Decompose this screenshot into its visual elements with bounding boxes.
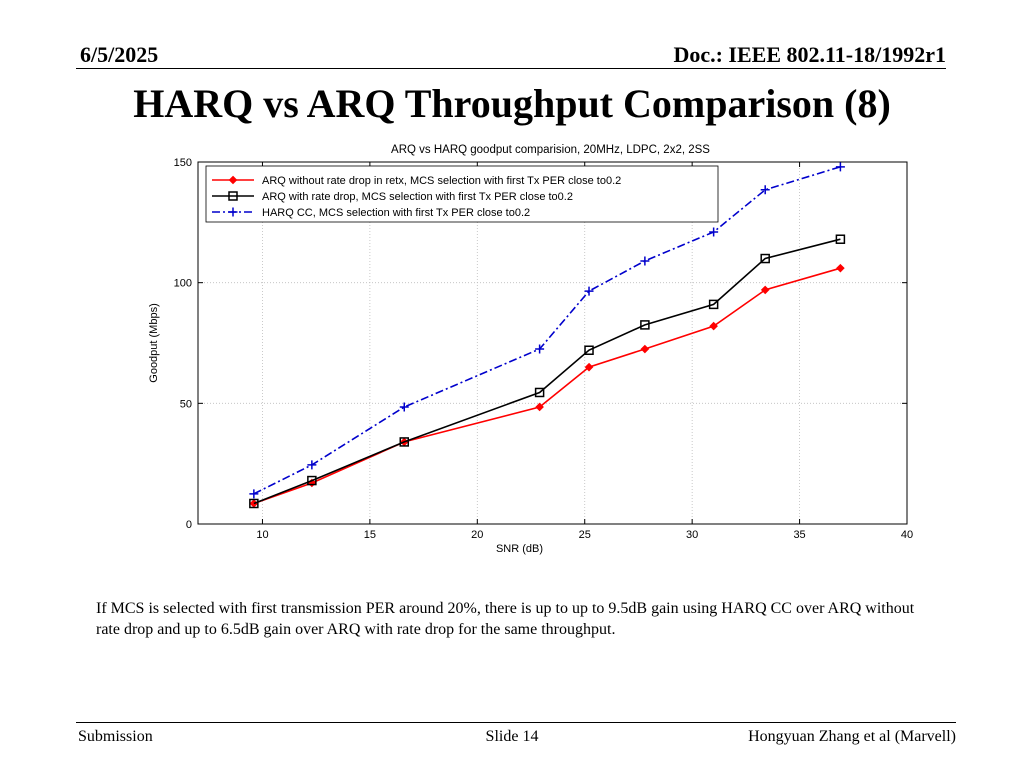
x-tick-label: 15 — [364, 529, 376, 541]
series-2-point — [307, 475, 317, 486]
series-1-point — [640, 344, 650, 354]
series-2-point — [835, 234, 846, 244]
y-tick-label: 100 — [174, 278, 192, 290]
legend-marker-2 — [228, 191, 238, 201]
series-2-point — [760, 253, 770, 264]
x-tick-label: 40 — [901, 529, 913, 541]
series-1-point — [584, 362, 594, 372]
series-1-point — [760, 285, 770, 295]
body-text: If MCS is selected with first transmissi… — [96, 600, 915, 638]
chart-title: ARQ vs HARQ goodput comparision, 20MHz, … — [391, 144, 710, 156]
y-tick-label: 150 — [174, 157, 192, 169]
slide-title: HARQ vs ARQ Throughput Comparison (8) — [133, 81, 891, 126]
legend-label-1: ARQ without rate drop in retx, MCS selec… — [262, 175, 621, 187]
series-2-point — [708, 299, 719, 310]
series-3-point — [535, 344, 545, 354]
x-tick-label: 10 — [256, 529, 268, 541]
series-2-point — [640, 320, 650, 330]
series-3-point — [835, 162, 845, 172]
series-3-point — [249, 489, 259, 499]
series-3-point — [709, 227, 719, 237]
series-3-point — [399, 402, 409, 412]
legend-box — [205, 165, 719, 223]
series-2-point — [249, 498, 259, 509]
header-rule — [76, 68, 946, 69]
legend-label-2: ARQ with rate drop, MCS selection with f… — [262, 191, 573, 203]
plot-frame — [197, 161, 908, 525]
series-3-point — [584, 286, 594, 296]
x-tick-label: 20 — [471, 529, 483, 541]
legend-label-3: HARQ CC, MCS selection with first Tx PER… — [262, 207, 530, 219]
series-2-point — [584, 345, 594, 355]
legend-marker-3 — [228, 207, 238, 217]
y-tick-label: 50 — [180, 398, 192, 410]
header-date: 6/5/2025 — [80, 42, 159, 67]
goodput-chart: 10 15 20 25 30 35 40 0 50 100 150 ARQ vs HARQ goodp… — [148, 144, 913, 555]
series-2-point — [534, 387, 545, 398]
series-2-point — [399, 437, 410, 447]
series-3-point — [307, 460, 317, 470]
series-line-3 — [253, 166, 841, 495]
footer-rule — [76, 722, 956, 723]
footer-slide-number: Slide 14 — [485, 728, 539, 745]
series-3-point — [640, 256, 650, 266]
series-1-point — [709, 321, 718, 331]
y-axis-label: Goodput (Mbps) — [148, 303, 160, 382]
series-line-2 — [253, 238, 841, 505]
series-1-point — [836, 263, 845, 273]
series-3-point — [760, 185, 770, 195]
x-tick-label: 35 — [793, 529, 805, 541]
x-tick-label: 25 — [579, 529, 591, 541]
x-axis-label: SNR (dB) — [496, 543, 543, 555]
x-tick-label: 30 — [686, 529, 698, 541]
footer-submission: Submission — [78, 728, 153, 745]
footer-author: Hongyuan Zhang et al (Marvell) — [748, 728, 956, 745]
series-1-point — [535, 402, 544, 412]
y-tick-label: 0 — [186, 519, 192, 531]
header-doc-id: Doc.: IEEE 802.11-18/1992r1 — [673, 42, 946, 67]
legend-marker-1 — [228, 175, 238, 185]
